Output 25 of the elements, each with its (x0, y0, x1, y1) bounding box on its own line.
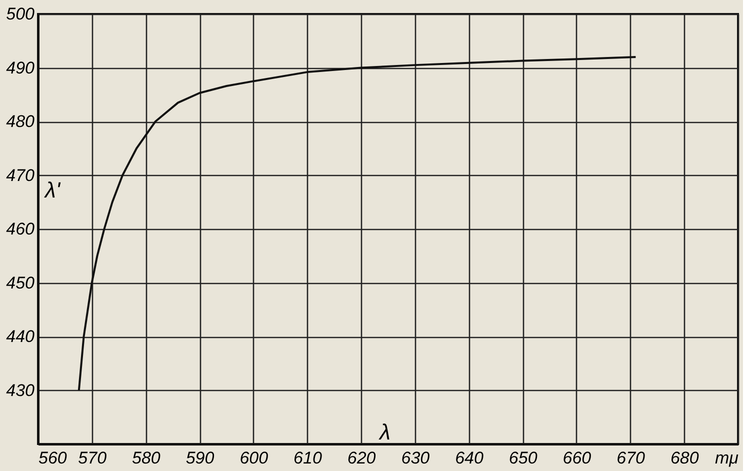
x-tick-label: 630 (401, 448, 430, 468)
x-tick-label: 650 (508, 448, 538, 468)
x-tick-label: 560 (38, 448, 68, 468)
x-tick-label: 590 (186, 448, 215, 468)
x-tick-label: 620 (347, 448, 376, 468)
y-tick-label: 480 (6, 112, 36, 131)
x-tick-label: 660 (562, 448, 592, 468)
x-tick-label: 570 (78, 448, 108, 468)
x-axis-title: λ (378, 420, 390, 444)
x-tick-label: 640 (455, 448, 484, 468)
y-tick-label: 450 (6, 273, 36, 292)
y-tick-label: 440 (6, 327, 36, 346)
y-tick-label: 490 (6, 58, 36, 78)
line-series (78, 56, 637, 392)
x-tick-label: 600 (240, 448, 269, 468)
x-tick-label: 680 (670, 448, 700, 468)
y-tick-label: 500 (6, 4, 36, 24)
y-tick-label: 430 (6, 380, 36, 400)
y-tick-label: 470 (6, 166, 36, 185)
x-tick-label: mμ (715, 448, 740, 468)
y-axis-title: λ' (44, 178, 61, 203)
y-tick-label: 460 (6, 220, 36, 238)
x-tick-label: 610 (294, 448, 322, 468)
x-tick-label: 580 (132, 448, 161, 468)
x-tick-label: 670 (616, 448, 646, 468)
